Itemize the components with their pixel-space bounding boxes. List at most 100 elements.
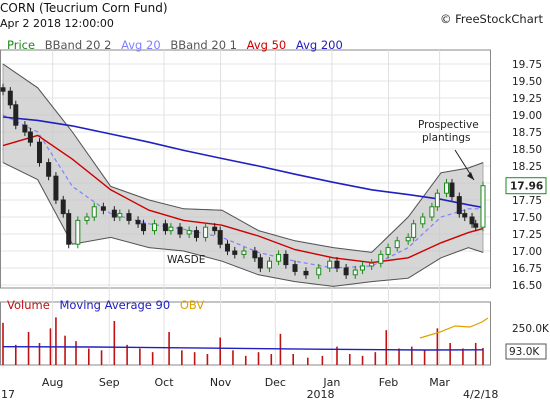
y-tick-label: 17.50 xyxy=(512,212,542,224)
candle-body xyxy=(257,257,263,269)
bband-lower-line xyxy=(2,162,484,287)
avg20-line xyxy=(2,114,483,269)
y-tick-label: 19.50 xyxy=(512,76,542,88)
candle-body xyxy=(224,243,230,252)
candle-body xyxy=(369,262,375,267)
candle-body xyxy=(316,267,322,276)
candle-body xyxy=(232,250,238,255)
y-tick-label: 17.25 xyxy=(512,229,542,241)
y-tick-label: 19.25 xyxy=(512,93,542,105)
year-label-2017: 17 xyxy=(1,388,15,401)
candle-body xyxy=(135,219,141,225)
x-tick-label: Oct xyxy=(154,376,174,389)
candle-body xyxy=(91,206,97,218)
legend-ma90: Moving Average 90 xyxy=(59,298,171,312)
legend-bband-upper: BBand 20 2 xyxy=(44,38,112,52)
candle-body xyxy=(480,185,486,228)
candle-body xyxy=(360,265,366,271)
candle-body xyxy=(473,223,479,228)
candle-body xyxy=(177,226,183,235)
candle-body xyxy=(100,206,106,211)
candle-body xyxy=(217,230,223,245)
candle-body xyxy=(469,216,475,225)
brand-label: © FreeStockChart xyxy=(440,12,543,26)
candle-body xyxy=(276,253,282,262)
candle-body xyxy=(168,226,174,232)
candle-body xyxy=(266,260,272,269)
candle-body xyxy=(405,236,411,242)
candle-body xyxy=(203,226,209,238)
x-tick-label: Nov xyxy=(210,376,232,389)
candle-body xyxy=(283,253,289,266)
candle-body xyxy=(53,175,59,201)
volume-tick-current: 93.0K xyxy=(509,346,540,358)
y-tick-label: 17.75 xyxy=(512,195,542,207)
x-tick-label: Jan xyxy=(322,376,340,389)
obv-line xyxy=(419,317,489,339)
candle-body xyxy=(126,213,132,221)
candle-body xyxy=(292,264,298,272)
candle-body xyxy=(411,223,417,238)
candle-body xyxy=(434,192,440,208)
x-tick-label: Sep xyxy=(99,376,120,389)
candle-body xyxy=(7,90,13,106)
chart-datetime: Apr 2 2018 12:00:00 xyxy=(0,17,114,30)
candle-body xyxy=(117,213,123,218)
legend-obv: OBV xyxy=(179,298,205,312)
candle-body xyxy=(13,104,19,126)
date-end-label: 4/2/18 xyxy=(463,388,498,401)
x-tick-label: Aug xyxy=(42,376,63,389)
annotation-prospective: Prospective xyxy=(418,119,479,131)
candle-body xyxy=(0,87,6,92)
last-price-label: 17.96 xyxy=(510,181,543,193)
volume-current-box xyxy=(505,343,547,360)
y-tick-label: 18.25 xyxy=(512,161,542,173)
y-tick-label: 19.75 xyxy=(512,59,542,71)
candle-body xyxy=(162,223,168,232)
candle-body xyxy=(151,223,157,232)
candle-body xyxy=(60,199,66,215)
candle-body xyxy=(327,260,333,269)
legend-avg20: Avg 20 xyxy=(121,38,161,52)
x-tick-label: Mar xyxy=(429,376,450,389)
candle-body xyxy=(252,250,258,259)
volume-ma90-line xyxy=(2,346,484,351)
candle-body xyxy=(443,182,449,194)
y-tick-label: 17.00 xyxy=(512,246,542,258)
annotation-arrowhead xyxy=(467,172,474,180)
candle-body xyxy=(66,213,72,245)
candle-body xyxy=(37,141,43,164)
candle-body xyxy=(378,253,384,264)
y-tick-label: 19.00 xyxy=(512,110,542,122)
y-tick-label: 18.75 xyxy=(512,127,542,139)
candle-body xyxy=(303,270,309,276)
avg50-line xyxy=(2,134,484,264)
x-tick-label: Feb xyxy=(379,376,398,389)
candle-body xyxy=(456,196,462,215)
legend-avg200: Avg 200 xyxy=(295,38,343,52)
year-label-2018: 2018 xyxy=(307,388,335,401)
candle-body xyxy=(84,216,90,221)
candle-body xyxy=(394,240,400,249)
candle-body xyxy=(212,226,218,232)
legend-volume: Volume xyxy=(7,298,50,312)
legend-avg50: Avg 50 xyxy=(246,38,287,52)
candle-body xyxy=(111,209,117,218)
candle-body xyxy=(343,267,349,276)
candle-body xyxy=(241,250,247,255)
last-price-box xyxy=(505,177,547,195)
candle-body xyxy=(462,213,468,218)
volume-legend: Volume Moving Average 90 OBV xyxy=(7,298,210,312)
candle-body xyxy=(352,269,358,276)
candle-body xyxy=(429,206,435,218)
candle-body xyxy=(334,260,340,269)
legend-bband-lower: BBand 20 1 xyxy=(170,38,237,52)
x-tick-label: Dec xyxy=(265,376,286,389)
candle-body xyxy=(22,124,28,133)
annotation-plantings: plantings xyxy=(422,132,471,144)
annotation-wasde: WASDE xyxy=(167,254,205,266)
avg200-line xyxy=(2,116,484,209)
candle-body xyxy=(449,182,455,198)
